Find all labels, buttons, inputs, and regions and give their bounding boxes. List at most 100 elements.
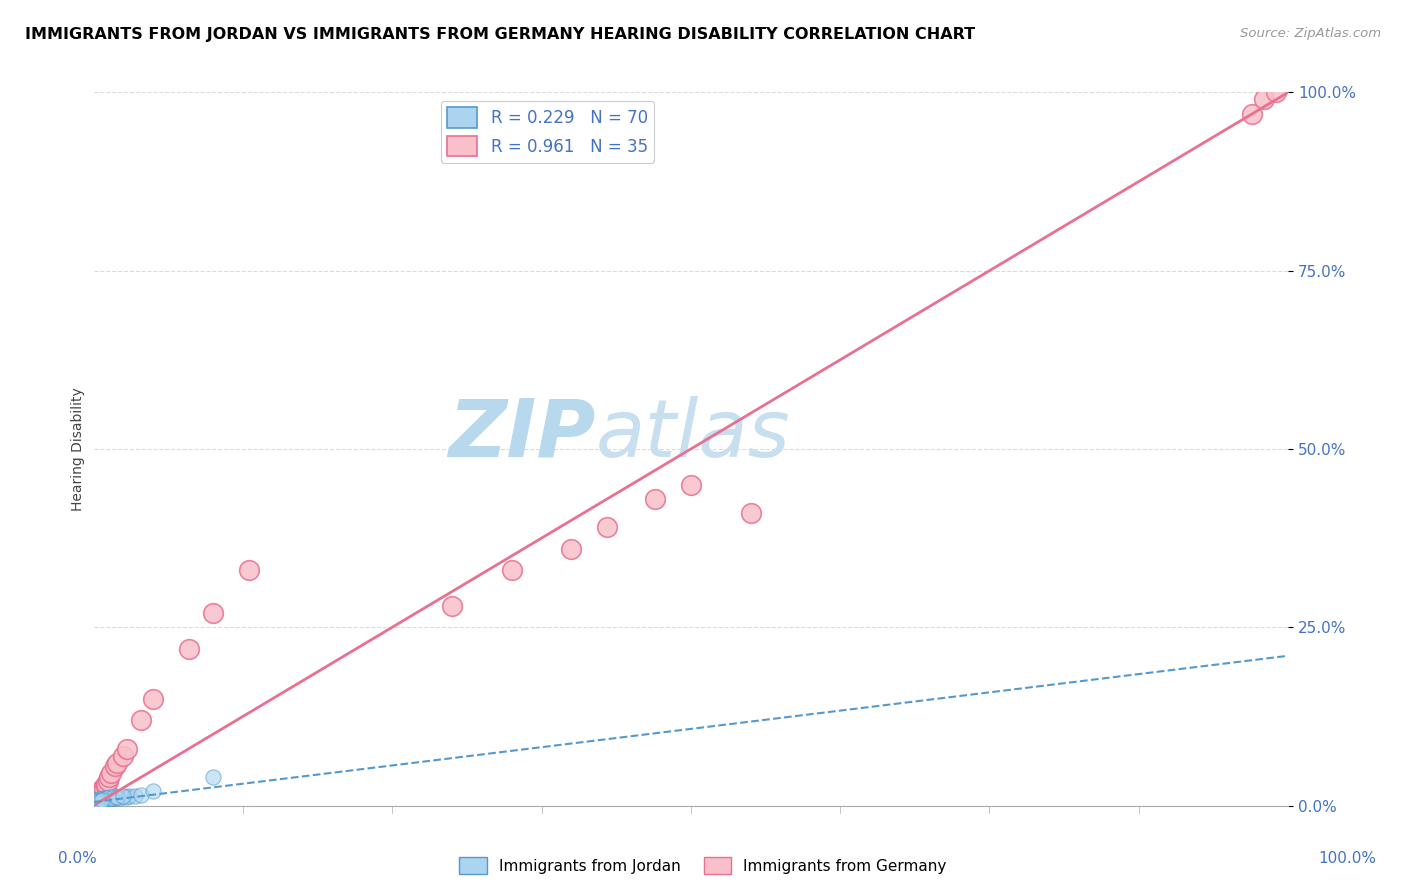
Point xyxy=(100,790,122,805)
Point xyxy=(84,795,107,809)
Point xyxy=(94,790,117,805)
Point xyxy=(84,793,107,807)
Point xyxy=(107,789,129,804)
Point xyxy=(83,793,105,807)
Legend: Immigrants from Jordan, Immigrants from Germany: Immigrants from Jordan, Immigrants from … xyxy=(453,851,953,880)
Y-axis label: Hearing Disability: Hearing Disability xyxy=(72,387,86,511)
Point xyxy=(1241,107,1264,121)
Point xyxy=(91,784,114,798)
Point xyxy=(91,792,114,806)
Point xyxy=(560,541,582,556)
Point xyxy=(93,783,115,797)
Point xyxy=(98,793,121,807)
Point xyxy=(679,477,702,491)
Point xyxy=(91,791,114,805)
Point xyxy=(124,789,146,804)
Point xyxy=(131,713,153,727)
Point xyxy=(84,797,107,811)
Point xyxy=(84,793,107,807)
Point xyxy=(94,793,117,807)
Point xyxy=(91,795,114,809)
Text: ZIP: ZIP xyxy=(449,396,595,474)
Point xyxy=(118,789,141,803)
Point xyxy=(86,791,108,805)
Point xyxy=(93,793,115,807)
Point xyxy=(87,793,110,807)
Point xyxy=(91,794,114,808)
Point xyxy=(202,770,225,784)
Point xyxy=(238,563,260,577)
Point xyxy=(100,766,122,780)
Point xyxy=(644,491,666,506)
Point xyxy=(84,796,107,810)
Point xyxy=(84,794,107,808)
Point xyxy=(90,792,112,806)
Point xyxy=(112,748,135,763)
Text: atlas: atlas xyxy=(595,396,790,474)
Point xyxy=(596,520,619,534)
Point xyxy=(179,641,201,656)
Point xyxy=(100,792,122,806)
Text: 0.0%: 0.0% xyxy=(58,851,97,865)
Point xyxy=(83,796,105,810)
Point xyxy=(83,795,105,809)
Point xyxy=(98,789,121,804)
Point xyxy=(89,795,111,809)
Point xyxy=(83,797,105,811)
Point xyxy=(104,791,127,805)
Point xyxy=(112,789,135,804)
Point xyxy=(84,796,107,810)
Point xyxy=(91,793,114,807)
Point xyxy=(108,790,131,805)
Point xyxy=(90,793,112,807)
Point xyxy=(87,793,110,807)
Point xyxy=(83,795,105,809)
Point xyxy=(93,792,115,806)
Point xyxy=(101,790,124,805)
Point xyxy=(142,691,165,706)
Point xyxy=(86,795,108,809)
Text: Source: ZipAtlas.com: Source: ZipAtlas.com xyxy=(1240,27,1381,40)
Point xyxy=(84,793,107,807)
Point xyxy=(94,779,117,793)
Point xyxy=(87,792,110,806)
Point xyxy=(96,791,118,805)
Point xyxy=(501,563,523,577)
Point xyxy=(86,793,108,807)
Point xyxy=(104,759,127,773)
Point xyxy=(107,756,129,770)
Text: IMMIGRANTS FROM JORDAN VS IMMIGRANTS FROM GERMANY HEARING DISABILITY CORRELATION: IMMIGRANTS FROM JORDAN VS IMMIGRANTS FRO… xyxy=(25,27,976,42)
Point xyxy=(84,794,107,808)
Point xyxy=(1265,86,1288,100)
Point xyxy=(89,784,111,798)
Point xyxy=(86,793,108,807)
Point xyxy=(115,789,138,804)
Point xyxy=(115,741,138,756)
Point xyxy=(98,791,121,805)
Point xyxy=(83,794,105,808)
Point xyxy=(86,796,108,810)
Point xyxy=(98,770,121,784)
Text: 100.0%: 100.0% xyxy=(1317,851,1376,865)
Point xyxy=(83,793,105,807)
Point xyxy=(94,791,117,805)
Point xyxy=(83,795,105,809)
Point xyxy=(89,786,111,800)
Point xyxy=(131,788,153,802)
Point xyxy=(112,789,135,803)
Point xyxy=(89,793,111,807)
Point xyxy=(86,795,108,809)
Point xyxy=(94,794,117,808)
Point xyxy=(96,793,118,807)
Point xyxy=(91,780,114,795)
Point xyxy=(87,789,110,804)
Point xyxy=(87,794,110,808)
Point xyxy=(89,793,111,807)
Legend: R = 0.229   N = 70, R = 0.961   N = 35: R = 0.229 N = 70, R = 0.961 N = 35 xyxy=(440,101,654,163)
Point xyxy=(97,773,120,788)
Point xyxy=(91,793,114,807)
Point xyxy=(86,788,108,802)
Point xyxy=(1253,93,1275,107)
Point xyxy=(104,789,127,804)
Point xyxy=(740,506,762,520)
